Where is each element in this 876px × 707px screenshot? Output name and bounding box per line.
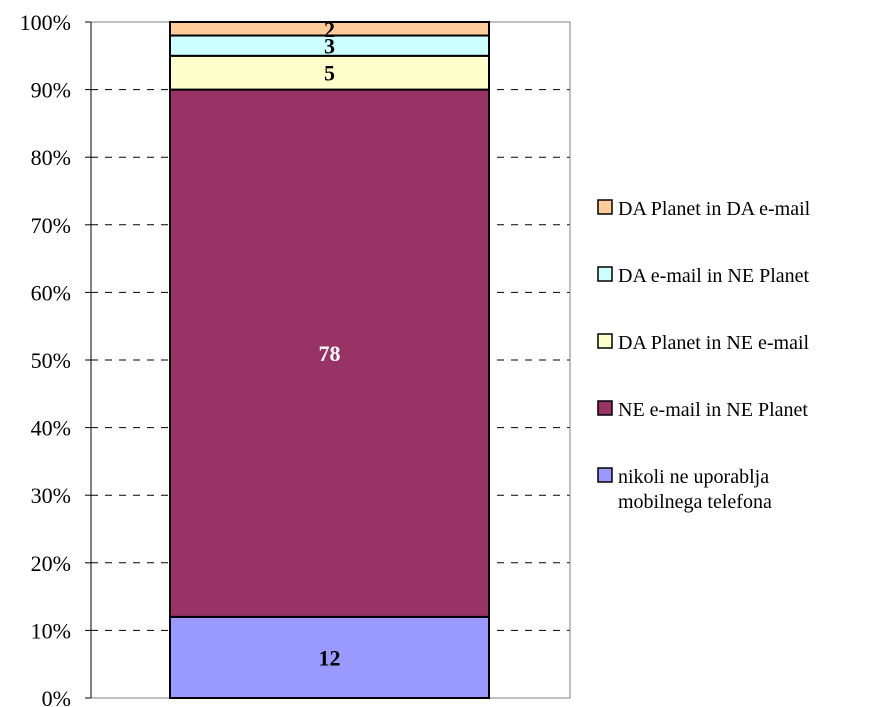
y-tick-label: 70% [31,213,71,238]
legend-swatch [597,400,613,416]
data-label: 5 [324,61,335,86]
y-tick-label: 50% [31,348,71,373]
data-label: 3 [324,34,335,59]
y-tick-label: 20% [31,551,71,576]
y-tick-label: 0% [42,686,71,707]
legend-label: DA Planet in NE e-mail [618,332,810,354]
bar-segment [169,21,490,37]
legend-swatch [597,266,613,282]
legend-label: DA e-mail in NE Planet [618,265,810,287]
legend-label: nikoli ne uporablja [618,466,769,488]
y-tick-label: 60% [31,280,71,305]
y-tick-label: 80% [31,145,71,170]
legend-label: mobilnega telefona [618,491,772,513]
data-label: 12 [319,645,341,670]
y-tick-label: 30% [31,483,71,508]
data-label: 78 [319,341,341,366]
data-label: 2 [324,17,335,42]
y-tick-label: 10% [31,618,71,643]
legend-label: DA Planet in DA e-mail [618,198,811,220]
y-tick-label: 90% [31,78,71,103]
legend-label: NE e-mail in NE Planet [618,399,808,421]
legend-swatch [597,199,613,215]
y-tick-label: 100% [20,10,71,35]
y-tick-label: 40% [31,416,71,441]
legend-swatch [597,333,613,349]
legend-swatch [597,467,613,483]
